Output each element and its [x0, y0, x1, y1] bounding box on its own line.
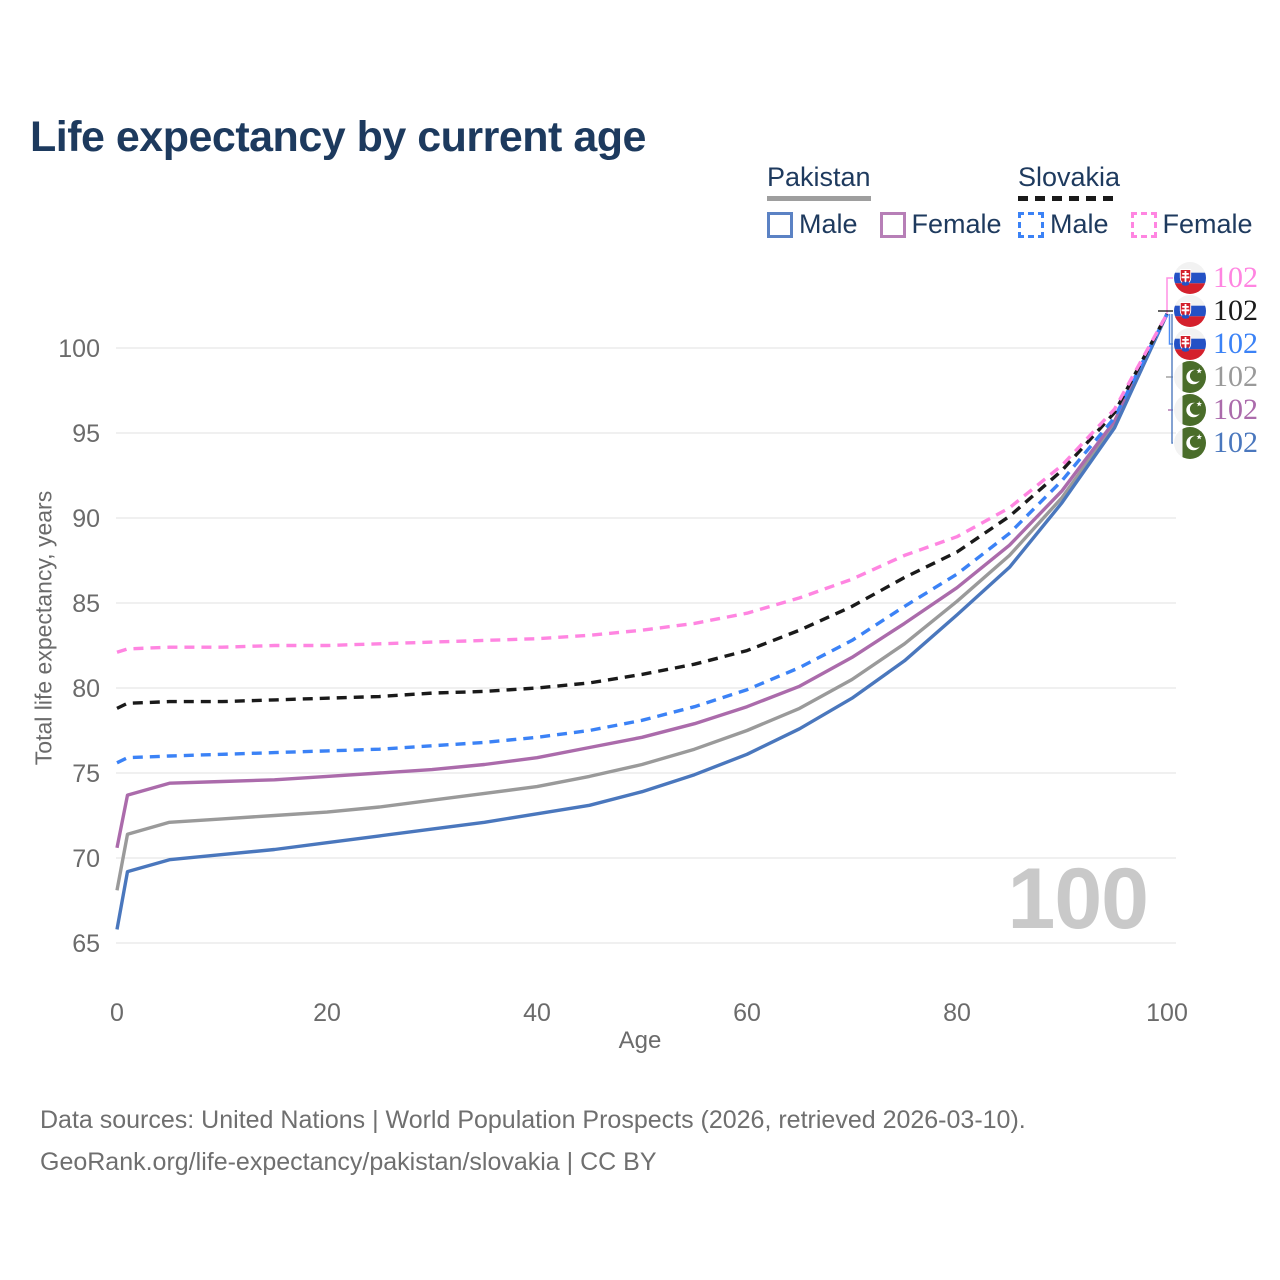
pakistan-flag-icon — [1174, 427, 1206, 459]
slovakia-male-swatch-icon — [1018, 211, 1044, 238]
endpoint-label-pakistan-both[interactable]: 102 — [1174, 361, 1258, 393]
y-tick-label: 75 — [72, 760, 100, 788]
current-age-indicator: 100 — [1007, 851, 1149, 947]
endpoint-value: 102 — [1213, 393, 1258, 426]
endpoint-value: 102 — [1213, 327, 1258, 360]
legend-country-slovakia[interactable]: Slovakia — [1018, 162, 1121, 201]
endpoint-value: 102 — [1213, 426, 1258, 459]
series-line-slovakia-female — [116, 313, 1169, 654]
endpoint-value: 102 — [1213, 360, 1258, 393]
legend-country-pakistan-label: Pakistan — [767, 162, 871, 192]
x-axis-title: Age — [618, 1027, 662, 1054]
series-line-pakistan-male — [115, 313, 1169, 930]
page-title: Life expectancy by current age — [30, 112, 646, 161]
legend-entry-label: Female — [911, 209, 1002, 239]
slovakia-flag-icon — [1174, 328, 1206, 360]
endpoint-label-slovakia-female[interactable]: 102 — [1174, 262, 1258, 294]
x-tick-label: 60 — [733, 999, 761, 1027]
pakistan-male-swatch-icon — [767, 211, 793, 238]
y-tick-label: 70 — [72, 845, 100, 873]
slovakia-flag-icon — [1174, 295, 1206, 327]
y-tick-label: 85 — [72, 590, 100, 618]
y-tick-label: 100 — [58, 335, 100, 363]
legend-country-pakistan[interactable]: Pakistan — [767, 162, 871, 201]
legend-entry-label: Female — [1162, 209, 1253, 239]
x-tick-label: 80 — [943, 999, 971, 1027]
legend-entry-pakistan-female[interactable]: Female — [879, 209, 1002, 240]
endpoint-label-pakistan-female[interactable]: 102 — [1174, 394, 1258, 426]
endpoint-label-pakistan-male[interactable]: 102 — [1174, 427, 1258, 459]
endpoint-connector — [1166, 277, 1173, 314]
series-line-slovakia — [116, 313, 1169, 710]
series-line-pakistan-female — [115, 313, 1169, 849]
series-line-pakistan — [115, 313, 1169, 891]
y-axis-title: Total life expectancy, years — [30, 490, 57, 766]
series-line-slovakia-male — [116, 313, 1169, 765]
x-tick-label: 40 — [523, 999, 551, 1027]
attribution-note: GeoRank.org/life-expectancy/pakistan/slo… — [40, 1148, 657, 1176]
legend-entry-slovakia-female[interactable]: Female — [1130, 209, 1253, 240]
pakistan-female-swatch-icon — [879, 211, 906, 238]
endpoint-value: 102 — [1213, 294, 1258, 327]
x-tick-label: 100 — [1146, 999, 1188, 1027]
slovakia-female-swatch-icon — [1130, 211, 1157, 238]
y-tick-label: 90 — [72, 505, 100, 533]
legend-entry-label: Male — [1050, 209, 1109, 239]
y-tick-label: 95 — [72, 420, 100, 448]
y-tick-label: 65 — [72, 930, 100, 958]
endpoint-connector — [1171, 314, 1173, 444]
pakistan-line-sample — [767, 196, 871, 201]
y-tick-label: 80 — [72, 675, 100, 703]
x-tick-label: 20 — [313, 999, 341, 1027]
slovakia-flag-icon — [1174, 262, 1206, 294]
legend-country-slovakia-label: Slovakia — [1018, 162, 1121, 192]
data-sources-note: Data sources: United Nations | World Pop… — [40, 1106, 1026, 1134]
pakistan-flag-icon — [1174, 394, 1206, 426]
x-tick-label: 0 — [110, 999, 124, 1027]
pakistan-flag-icon — [1174, 361, 1206, 393]
legend-group-pakistan: Pakistan Male Female — [767, 162, 1002, 240]
slovakia-line-sample — [1018, 196, 1121, 201]
legend-entry-pakistan-male[interactable]: Male — [767, 209, 858, 240]
endpoint-label-slovakia-male[interactable]: 102 — [1174, 328, 1258, 360]
legend-group-slovakia: Slovakia Male Female — [1018, 162, 1253, 240]
legend-entry-slovakia-male[interactable]: Male — [1018, 209, 1109, 240]
endpoint-value: 102 — [1213, 261, 1258, 294]
endpoint-label-slovakia-both[interactable]: 102 — [1174, 295, 1258, 327]
legend-entry-label: Male — [799, 209, 858, 239]
